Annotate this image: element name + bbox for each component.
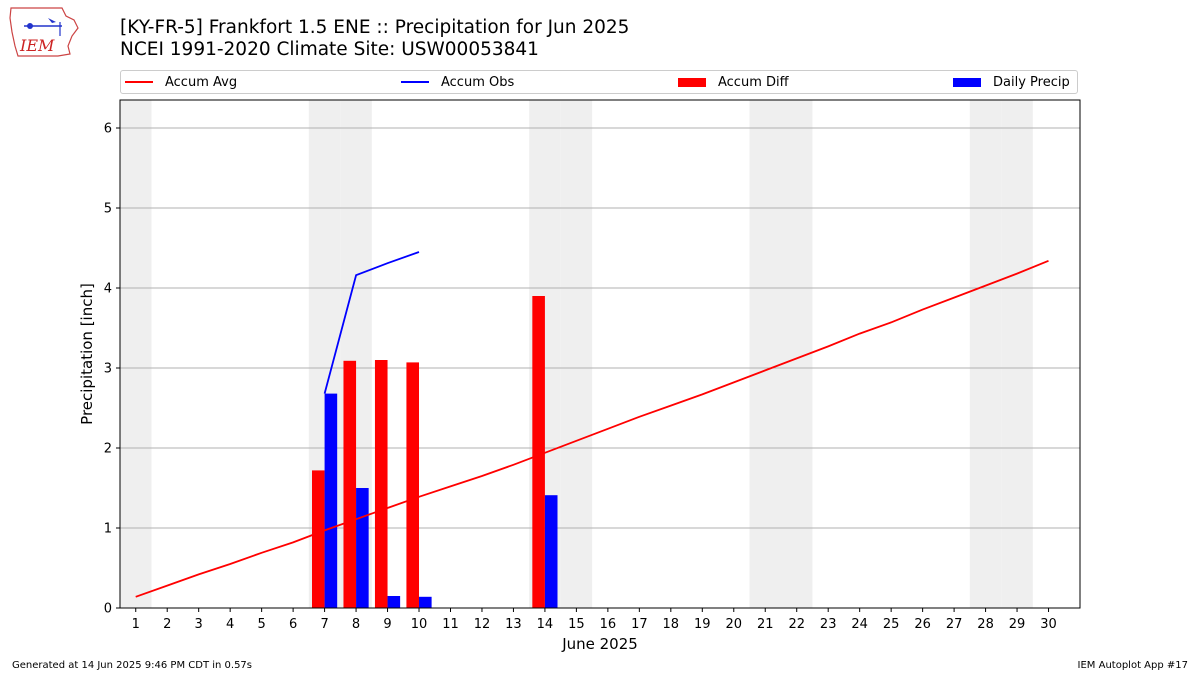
daily-precip-bar-day-14 bbox=[544, 495, 558, 608]
x-tick-label-16: 16 bbox=[600, 617, 617, 632]
y-tick-label-0: 0 bbox=[104, 602, 112, 617]
chart-title: [KY-FR-5] Frankfort 1.5 ENE :: Precipita… bbox=[120, 17, 630, 38]
x-tick-label-27: 27 bbox=[946, 617, 963, 632]
daily-precip-bar-day-9 bbox=[387, 596, 401, 608]
daily-precip-bar-day-7 bbox=[324, 393, 338, 608]
accum-avg-line bbox=[135, 259, 1049, 598]
x-tick-label-28: 28 bbox=[977, 617, 994, 632]
x-tick-label-29: 29 bbox=[1009, 617, 1026, 632]
legend-swatch-accum-diff bbox=[678, 77, 706, 87]
x-tick-label-20: 20 bbox=[725, 617, 742, 632]
x-tick-label-26: 26 bbox=[914, 617, 931, 632]
accum-diff-bar-day-10 bbox=[406, 362, 420, 608]
x-tick-label-25: 25 bbox=[883, 617, 900, 632]
legend-item-daily-precip: Daily Precip bbox=[953, 71, 1070, 93]
x-tick-label-5: 5 bbox=[257, 617, 265, 632]
y-tick-label-4: 4 bbox=[104, 282, 112, 297]
accum-obs-line bbox=[323, 251, 420, 394]
x-tick-label-24: 24 bbox=[851, 617, 868, 632]
legend-swatch-daily-precip bbox=[953, 77, 981, 87]
x-tick-label-15: 15 bbox=[568, 617, 585, 632]
weekend-band-day-29 bbox=[1001, 100, 1033, 608]
iem-logo: IEM bbox=[9, 7, 79, 57]
y-tick-label-6: 6 bbox=[104, 122, 112, 137]
weekend-band-day-21 bbox=[749, 100, 781, 608]
accum-diff-bar-day-7 bbox=[312, 470, 325, 608]
daily-precip-bar-day-8 bbox=[356, 488, 369, 608]
weekend-band-day-15 bbox=[560, 100, 593, 608]
x-tick-label-13: 13 bbox=[505, 617, 522, 632]
x-tick-label-23: 23 bbox=[820, 617, 837, 632]
legend-item-accum-avg: Accum Avg bbox=[125, 71, 237, 93]
y-tick-label-2: 2 bbox=[104, 442, 112, 457]
footer-app: IEM Autoplot App #17 bbox=[1077, 660, 1188, 671]
x-tick-label-19: 19 bbox=[694, 617, 711, 632]
legend-item-accum-obs: Accum Obs bbox=[401, 71, 514, 93]
x-tick-label-9: 9 bbox=[383, 617, 391, 632]
x-axis-label: June 2025 bbox=[561, 635, 638, 653]
x-tick-label-2: 2 bbox=[163, 617, 171, 632]
accum-diff-bar-day-8 bbox=[343, 360, 357, 608]
legend-label-accum-obs: Accum Obs bbox=[441, 74, 515, 90]
x-tick-label-21: 21 bbox=[757, 617, 774, 632]
x-tick-label-18: 18 bbox=[663, 617, 680, 632]
y-axis-label: Precipitation [inch] bbox=[78, 283, 96, 425]
y-tick-label-1: 1 bbox=[104, 522, 112, 537]
x-tick-label-8: 8 bbox=[352, 617, 360, 632]
x-tick-label-3: 3 bbox=[195, 617, 203, 632]
x-tick-label-30: 30 bbox=[1040, 617, 1057, 632]
weekend-band-day-28 bbox=[969, 100, 1002, 608]
x-tick-label-10: 10 bbox=[411, 617, 428, 632]
x-tick-label-14: 14 bbox=[537, 617, 554, 632]
chart-subtitle: NCEI 1991-2020 Climate Site: USW00053841 bbox=[120, 39, 539, 60]
plot-frame bbox=[119, 99, 1081, 609]
x-tick-label-22: 22 bbox=[788, 617, 805, 632]
x-tick-label-1: 1 bbox=[132, 617, 140, 632]
accum-diff-bar-day-9 bbox=[374, 360, 388, 608]
footer-generated: Generated at 14 Jun 2025 9:46 PM CDT in … bbox=[12, 660, 253, 671]
x-tick-label-4: 4 bbox=[226, 617, 234, 632]
legend-swatch-accum-obs bbox=[401, 81, 429, 83]
daily-precip-bar-day-10 bbox=[419, 596, 432, 608]
legend-swatch-accum-avg bbox=[125, 81, 153, 83]
x-tick-label-12: 12 bbox=[474, 617, 491, 632]
legend-label-daily-precip: Daily Precip bbox=[993, 74, 1070, 90]
x-tick-label-11: 11 bbox=[442, 617, 459, 632]
legend-label-accum-avg: Accum Avg bbox=[165, 74, 238, 90]
x-tick-label-7: 7 bbox=[320, 617, 328, 632]
x-tick-label-6: 6 bbox=[289, 617, 297, 632]
y-tick-label-5: 5 bbox=[104, 202, 112, 217]
legend-label-accum-diff: Accum Diff bbox=[718, 74, 789, 90]
legend: Accum Avg Accum Obs Accum Diff Daily Pre… bbox=[120, 70, 1078, 94]
logo-text: IEM bbox=[19, 36, 55, 55]
weekend-band-day-1 bbox=[120, 100, 152, 608]
accum-diff-bar-day-14 bbox=[532, 296, 545, 608]
x-tick-label-17: 17 bbox=[631, 617, 648, 632]
legend-item-accum-diff: Accum Diff bbox=[678, 71, 789, 93]
y-tick-label-3: 3 bbox=[104, 362, 112, 377]
